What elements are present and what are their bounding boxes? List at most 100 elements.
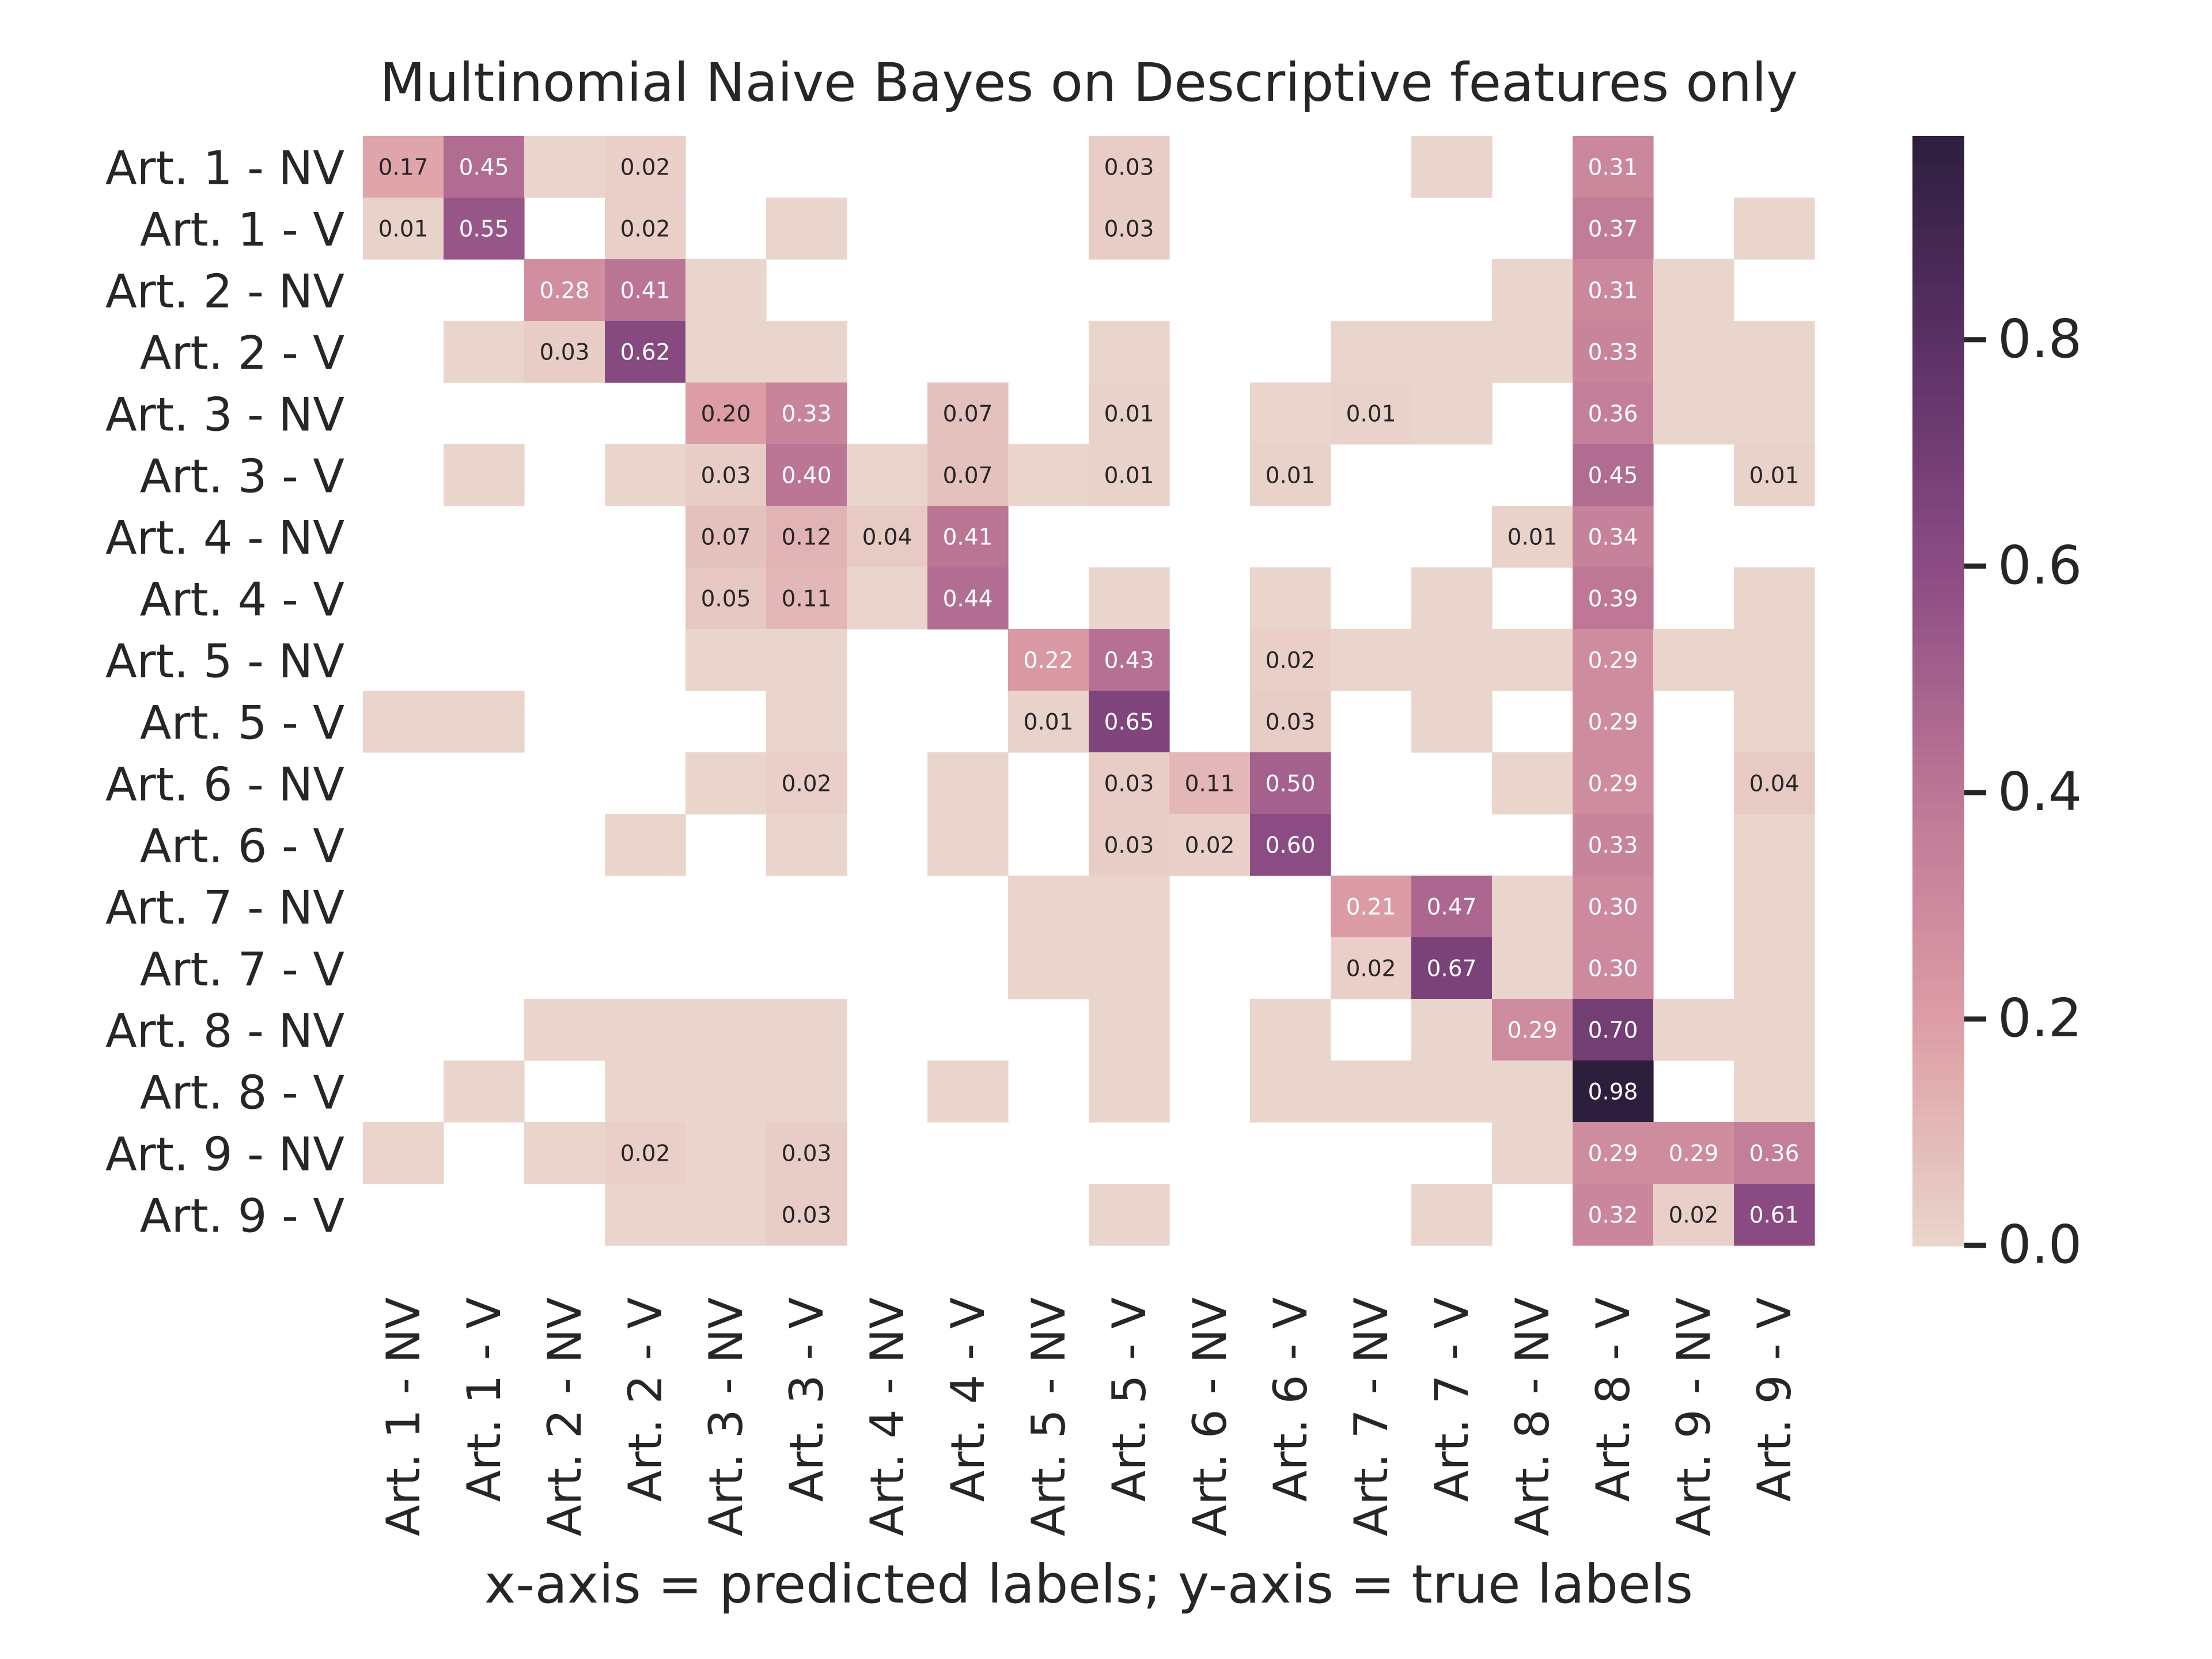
colorbar-segment	[1912, 515, 1964, 525]
colorbar-segment	[1912, 431, 1964, 442]
cell-value-label: 0.01	[1346, 402, 1396, 427]
heatmap-cell	[605, 999, 686, 1061]
colorbar-segment	[1912, 579, 1964, 590]
colorbar-segment	[1912, 903, 1964, 914]
cell-value-label: 0.32	[1588, 1203, 1638, 1229]
heatmap-cell	[1008, 691, 1089, 753]
heatmap-cell	[685, 1122, 767, 1184]
x-tick-label: Art. 5 - NV	[1022, 1297, 1075, 1536]
colorbar: 0.0 0.2 0.4 0.6 0.8	[1912, 136, 2082, 1275]
colorbar-segment	[1912, 1116, 1964, 1126]
cell-value-label: 0.02	[1346, 956, 1396, 982]
colorbar-tick-label: 0.2	[1998, 987, 2082, 1049]
cell-value-label: 0.03	[1104, 833, 1154, 859]
heatmap-cell	[1492, 506, 1573, 568]
heatmap-cell	[1089, 198, 1170, 260]
colorbar-segment	[1912, 274, 1964, 285]
colorbar-segment	[1912, 792, 1964, 803]
cell-value-label: 0.61	[1749, 1203, 1800, 1229]
heatmap-cell	[1008, 444, 1089, 506]
heatmap-cell	[766, 629, 847, 691]
heatmap-cell	[605, 1060, 686, 1123]
heatmap-cell	[1331, 382, 1412, 445]
cell-value-label: 0.39	[1588, 586, 1638, 612]
x-tick-label: Art. 8 - V	[1586, 1297, 1640, 1502]
colorbar-segment	[1912, 959, 1964, 969]
heatmap-cell	[1331, 876, 1412, 938]
heatmap-cell	[1411, 999, 1493, 1061]
heatmap-cell	[1573, 1122, 1654, 1184]
colorbar-segment	[1912, 385, 1964, 396]
heatmap-cell	[1734, 876, 1815, 938]
x-tick-label: Art. 9 - V	[1748, 1297, 1801, 1502]
cell-value-label: 0.03	[782, 1141, 832, 1167]
colorbar-segment	[1912, 1134, 1964, 1145]
y-tick-label: Art. 4 - V	[140, 573, 344, 627]
colorbar-segment	[1912, 635, 1964, 646]
cell-value-label: 0.01	[1104, 463, 1154, 489]
colorbar-segment	[1912, 1208, 1964, 1219]
colorbar-segment	[1912, 1107, 1964, 1117]
colorbar-segment	[1912, 598, 1964, 609]
heatmap-cell	[1573, 382, 1654, 445]
cell-value-label: 0.11	[782, 586, 832, 612]
heatmap-cell	[1089, 876, 1170, 938]
heatmap-cell	[1089, 1060, 1170, 1123]
heatmap-cell	[605, 198, 686, 260]
heatmap-cell	[1250, 999, 1331, 1061]
colorbar-segment	[1912, 496, 1964, 507]
heatmap-cell	[1008, 937, 1089, 999]
x-tick-labels: Art. 1 - NV Art. 1 - V Art. 2 - NV Art. 2 -…	[377, 1297, 1801, 1536]
heatmap-cell	[1573, 1060, 1654, 1123]
cell-value-label: 0.43	[1104, 648, 1154, 674]
heatmap-cell	[1734, 937, 1815, 999]
colorbar-segment	[1912, 395, 1964, 405]
colorbar-segment	[1912, 922, 1964, 932]
heatmap-cell	[1734, 321, 1815, 383]
colorbar-segment	[1912, 293, 1964, 304]
colorbar-segment	[1912, 321, 1964, 331]
colorbar-segment	[1912, 755, 1964, 766]
heatmap-cell	[1653, 259, 1734, 321]
heatmap-cell	[444, 198, 525, 260]
heatmap-cell	[927, 567, 1009, 630]
colorbar-tick-label: 0.8	[1998, 308, 2082, 370]
heatmap-cell	[685, 382, 767, 445]
cell-value-label: 0.41	[620, 278, 671, 304]
y-tick-label: Art. 3 - NV	[105, 388, 344, 442]
heatmap-cell	[605, 1184, 686, 1246]
heatmap-cell	[444, 321, 525, 383]
y-tick-label: Art. 3 - V	[140, 450, 344, 503]
heatmap-cell	[1250, 382, 1331, 445]
heatmap-cell	[685, 321, 767, 383]
colorbar-segment	[1912, 838, 1964, 849]
y-tick-label: Art. 2 - V	[140, 327, 344, 380]
heatmap-cell	[685, 1060, 767, 1123]
heatmap-cell	[1250, 444, 1331, 506]
colorbar-segment	[1912, 653, 1964, 664]
x-tick-label: Art. 1 - V	[457, 1297, 511, 1502]
colorbar-segment	[1912, 885, 1964, 895]
cell-value-label: 0.22	[1024, 648, 1074, 674]
y-tick-label: Art. 7 - NV	[105, 881, 344, 935]
heatmap-cell	[927, 444, 1009, 506]
colorbar-segment	[1912, 977, 1964, 988]
y-tick-label: Art. 5 - V	[140, 696, 344, 750]
heatmap-cell	[1089, 814, 1170, 876]
heatmap-cell	[1492, 876, 1573, 938]
cell-value-label: 0.29	[1508, 1018, 1558, 1044]
colorbar-segment	[1912, 783, 1964, 794]
heatmap-cell	[1331, 937, 1412, 999]
heatmap-cell	[1008, 876, 1089, 938]
colorbar-segment	[1912, 1051, 1964, 1062]
cell-value-label: 0.34	[1588, 525, 1638, 551]
cell-value-label: 0.07	[943, 402, 993, 427]
heatmap-cells: 0.17 0.45 0.02 0.03 0.31 0.01 0.55 0.02 0.03 0.37…	[363, 136, 1815, 1246]
cell-value-label: 0.21	[1346, 895, 1396, 921]
colorbar-segment	[1912, 876, 1964, 886]
heatmap-cell	[766, 999, 847, 1061]
colorbar-segment	[1912, 1032, 1964, 1043]
heatmap-cell	[1411, 876, 1493, 938]
heatmap-cell	[1734, 567, 1815, 630]
heatmap-cell	[685, 444, 767, 506]
